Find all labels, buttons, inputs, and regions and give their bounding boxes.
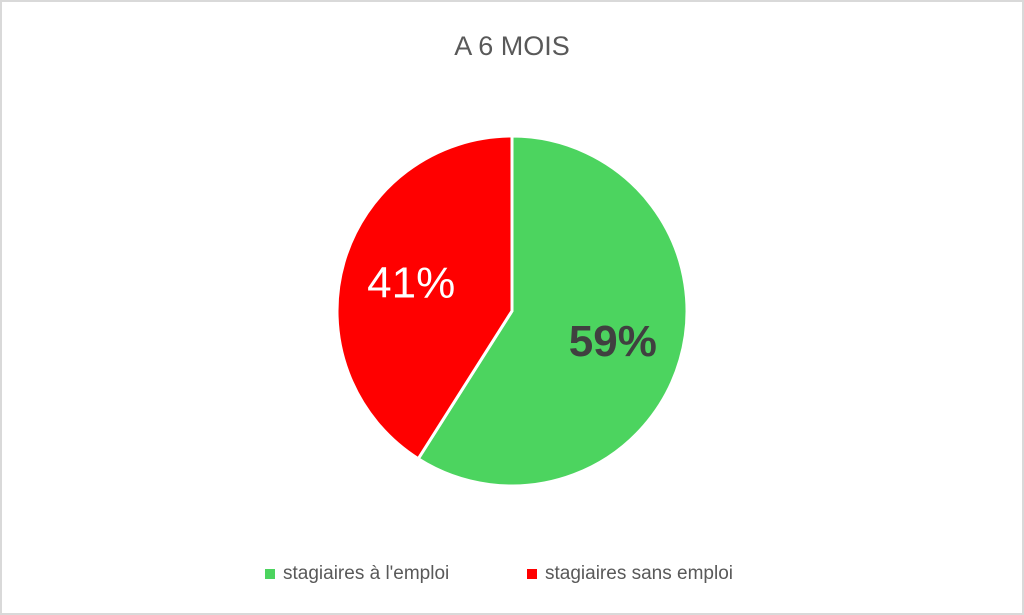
legend-label: stagiaires sans emploi (545, 563, 733, 584)
pie-slice (335, 134, 514, 461)
pie-slice (416, 134, 689, 488)
value-label: 41% (367, 258, 455, 307)
legend-swatch (265, 569, 275, 579)
chart-title: A 6 MOIS (454, 31, 570, 61)
legend-label: stagiaires à l'emploi (283, 563, 449, 584)
legend-swatch (527, 569, 537, 579)
value-label: 59% (569, 317, 657, 366)
